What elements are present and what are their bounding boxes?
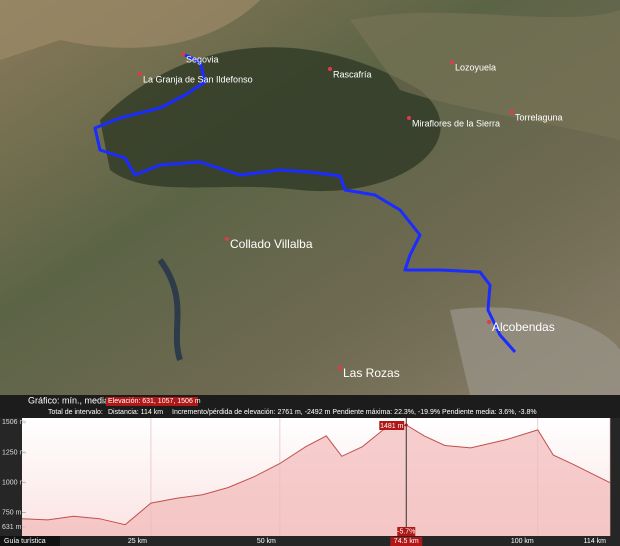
- place-dot: [407, 116, 411, 120]
- valley: [350, 10, 620, 140]
- cursor-slope-box: [397, 527, 416, 536]
- place-label: Rascafría: [333, 69, 372, 79]
- y-tick-label: 631 m: [2, 524, 22, 531]
- elevation-profile: 25 km 50 km 74.5 km 100 km 114 km 631 m 750 m 1…: [2, 418, 611, 546]
- info-elevation: Elevación: 631, 1057, 1506 m: [108, 398, 201, 405]
- place-dot: [181, 52, 185, 56]
- place-label: Torrelaguna: [515, 112, 563, 122]
- plain: [0, 0, 260, 60]
- reservoir: [157, 258, 183, 361]
- place-dot: [225, 237, 229, 241]
- info-stats: Incremento/pérdida de elevación: 2761 m,…: [172, 409, 537, 416]
- place-dot: [328, 67, 332, 71]
- x-tick-highlight: [390, 537, 423, 546]
- tour-button-label[interactable]: Guía turística: [4, 538, 46, 545]
- place-label: La Granja de San Ildefonso: [143, 74, 253, 84]
- y-tick-label: 1250 m: [2, 450, 26, 457]
- info-distance: Distancia: 114 km: [108, 409, 163, 416]
- place-dot: [338, 366, 342, 370]
- route: [93, 53, 517, 353]
- x-tick-label: 100 km: [511, 538, 534, 545]
- info-label: Total de intervalo:: [48, 409, 103, 416]
- profile-line: [21, 424, 611, 526]
- place-label: Segovia: [186, 54, 219, 64]
- cursor-slope: -5.7%: [397, 528, 415, 535]
- cursor-point: [404, 423, 408, 427]
- place-dot: [510, 110, 514, 114]
- cursor-value-box: [379, 421, 405, 430]
- profile-area: [22, 425, 610, 536]
- x-tick-label: 114 km: [584, 538, 607, 545]
- place-label: Alcobendas: [492, 320, 555, 334]
- tour-button[interactable]: [0, 536, 60, 546]
- y-tick-label: 1506 m: [2, 419, 26, 426]
- map-labels: Segovia La Granja de San Ildefonso Rascafr…: [138, 52, 563, 380]
- place-label: Collado Villalba: [230, 237, 313, 251]
- info-highlight: [106, 397, 198, 406]
- cursor-value: 1481 m: [380, 423, 404, 430]
- mountain-range: [100, 47, 441, 192]
- place-dot: [487, 320, 491, 324]
- place-dot: [450, 60, 454, 64]
- place-dot: [138, 72, 142, 76]
- info-label: Gráfico: mín., media, máx.:: [28, 395, 136, 405]
- y-tick-label: 1000 m: [2, 480, 26, 487]
- place-label: Las Rozas: [343, 366, 400, 380]
- x-tick-label: 50 km: [257, 538, 276, 545]
- x-tick-label: 25 km: [128, 538, 147, 545]
- y-tick-label: 750 m: [2, 510, 22, 517]
- place-label: Miraflores de la Sierra: [412, 118, 500, 128]
- x-tick-label: 74.5 km: [394, 538, 419, 545]
- urban-area: [450, 307, 620, 395]
- place-label: Lozoyuela: [455, 62, 496, 72]
